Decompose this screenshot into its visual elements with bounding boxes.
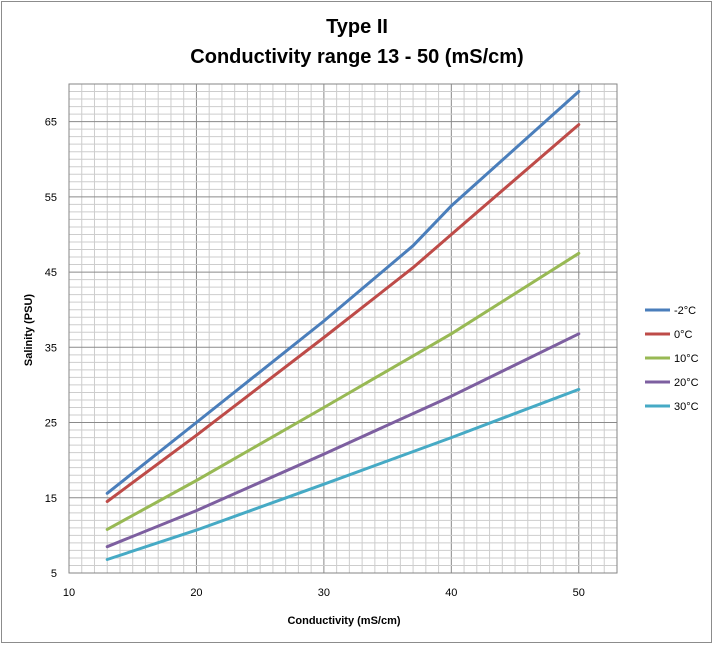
y-tick-label: 25 <box>45 418 57 430</box>
series-lines <box>105 90 581 561</box>
y-tick-label: 15 <box>45 493 57 505</box>
x-tick-label: 10 <box>63 587 75 599</box>
y-tick-label: 65 <box>45 117 57 129</box>
tick-labels: 10 20 30 40 50 5 15 25 35 45 55 65 <box>45 117 585 599</box>
legend-label: 30°C <box>674 401 699 413</box>
legend-label: 20°C <box>674 377 699 389</box>
y-tick-label: 45 <box>45 267 57 279</box>
series-line <box>105 90 581 495</box>
y-tick-label: 55 <box>45 192 57 204</box>
gridlines <box>69 84 617 573</box>
legend: -2°C 0°C 10°C 20°C 30°C <box>645 305 699 413</box>
x-tick-label: 30 <box>318 587 330 599</box>
series-line <box>105 332 581 549</box>
chart-subtitle: Conductivity range 13 - 50 (mS/cm) <box>190 46 523 68</box>
series-line <box>105 123 581 503</box>
x-tick-label: 20 <box>190 587 202 599</box>
y-tick-label: 5 <box>51 568 57 580</box>
legend-label: 0°C <box>674 329 693 341</box>
plot-area <box>68 83 618 574</box>
y-tick-label: 35 <box>45 342 57 354</box>
x-tick-label: 50 <box>573 587 585 599</box>
x-tick-label: 40 <box>445 587 457 599</box>
chart-title: Type II <box>326 16 388 38</box>
series-line <box>105 251 581 531</box>
legend-label: 10°C <box>674 353 699 365</box>
x-axis-title: Conductivity (mS/cm) <box>287 615 400 627</box>
y-axis-title: Salinity (PSU) <box>23 294 35 366</box>
legend-label: -2°C <box>674 305 696 317</box>
series-line <box>105 387 581 561</box>
